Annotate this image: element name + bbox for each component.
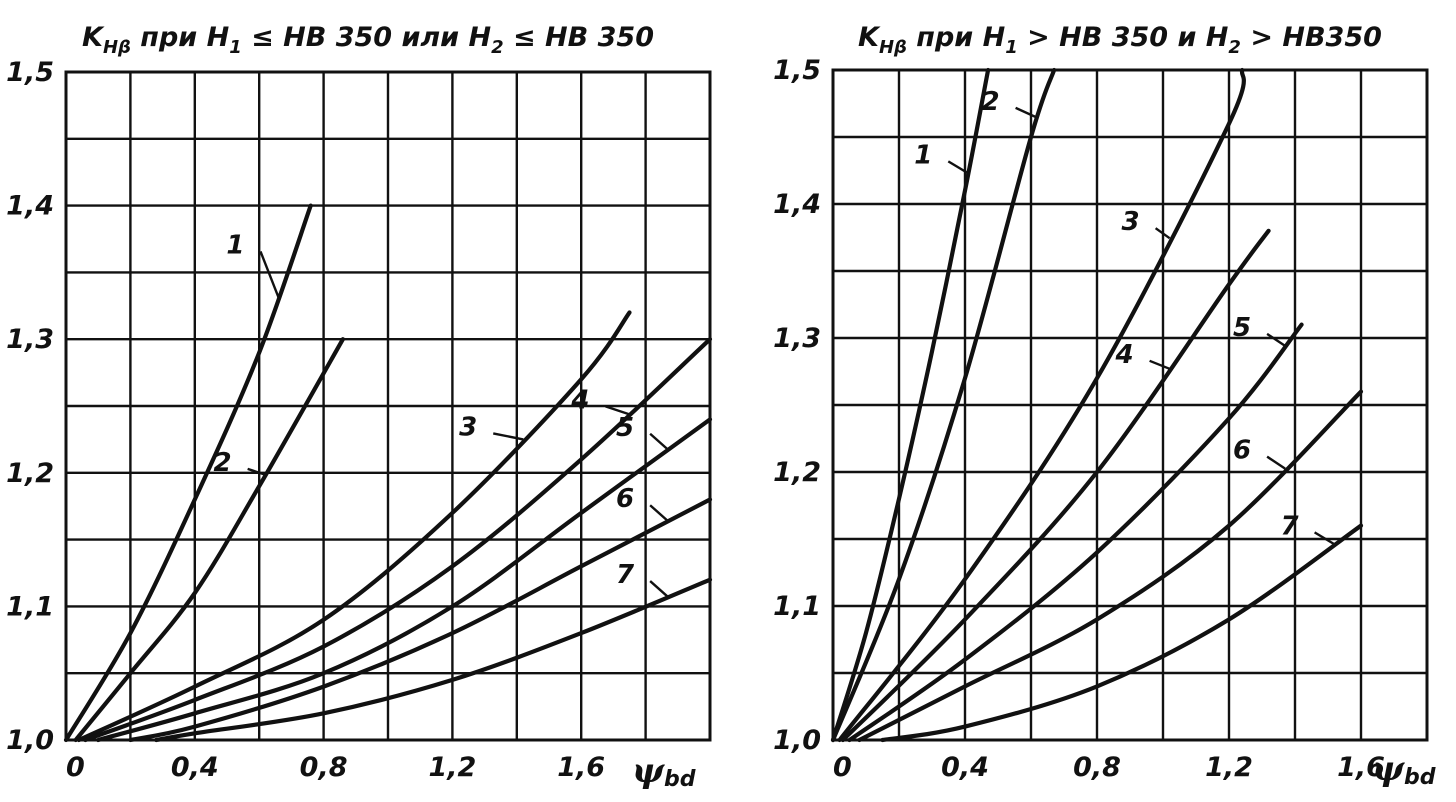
right-curve-6: [857, 389, 1364, 743]
left-y-tick-label: 1,0: [6, 725, 54, 756]
left-x-tick-label: 1,2: [428, 752, 476, 783]
right-panel: KHβ при H1 > HB 350 и H2 > HB350 1,01,11…: [773, 22, 1436, 790]
left-curve-label-7: 7: [616, 560, 635, 590]
left-leader-line-4: [605, 405, 630, 416]
right-x-tick-label: 1,2: [1205, 752, 1253, 783]
right-plot-frame: [831, 68, 1429, 742]
left-curve-label-5: 5: [616, 413, 634, 443]
right-y-tick-label: 1,5: [773, 55, 821, 86]
right-y-tick-labels: 1,0 1,1 1,2 1,3 1,4 1,5: [773, 55, 821, 756]
right-curve-label-1: 1: [914, 140, 932, 170]
left-curve-7: [154, 577, 713, 743]
left-leader-line-7: [649, 580, 669, 598]
right-curve-3: [837, 67, 1246, 743]
right-y-tick-label: 1,1: [773, 591, 821, 622]
left-curve-label-1: 1: [226, 230, 244, 260]
left-chart-title: KHβ при H1 ≤ HB 350 или H2 ≤ HB 350: [82, 22, 654, 58]
right-x-axis-label: ψbd: [1372, 749, 1436, 790]
right-leader-line-4: [1149, 359, 1171, 370]
right-x-tick-label: 0,4: [941, 752, 989, 783]
right-leader-line-6: [1266, 455, 1286, 470]
left-curve-label-6: 6: [616, 484, 634, 514]
left-curves: [63, 203, 713, 743]
right-curve-label-6: 6: [1233, 436, 1251, 466]
left-x-tick-label: 0,8: [300, 752, 348, 783]
left-panel: KHβ при H1 ≤ HB 350 или H2 ≤ HB 350 1,01…: [6, 22, 713, 792]
left-y-tick-label: 1,5: [6, 57, 54, 88]
left-x-tick-labels: 0 0,4 0,8 1,2 1,6: [66, 752, 605, 783]
left-curve-3: [76, 310, 632, 743]
right-y-tick-label: 1,3: [773, 323, 821, 354]
left-x-tick-label: 1,6: [557, 752, 605, 783]
right-curve-4: [840, 228, 1271, 743]
left-grid: [66, 72, 710, 740]
left-y-tick-label: 1,1: [6, 591, 54, 622]
left-plot-frame: [64, 70, 712, 742]
right-curve-label-2: 2: [982, 87, 1000, 117]
left-curve-1: [63, 203, 313, 743]
left-leader-line-2: [247, 467, 267, 476]
left-y-tick-label: 1,4: [6, 191, 54, 222]
right-y-tick-label: 1,0: [773, 725, 821, 756]
left-curve-label-2: 2: [214, 448, 232, 478]
right-curves: [830, 67, 1364, 743]
left-leader-line-1: [259, 251, 280, 298]
left-leader-line-6: [649, 504, 669, 523]
left-curve-labels: 1 2 3 45 6 7: [214, 230, 669, 598]
right-curve-label-4: 4: [1115, 340, 1134, 370]
right-chart-title: KHβ при H1 > HB 350 и H2 > HB350: [858, 22, 1382, 58]
right-curve-7: [880, 523, 1364, 743]
left-y-tick-label: 1,2: [6, 458, 54, 489]
left-y-tick-label: 1,3: [6, 324, 54, 355]
left-leader-line-5: [649, 432, 669, 451]
left-curve-label-3: 3: [459, 412, 477, 442]
left-curve-label-4: 4: [570, 385, 589, 415]
right-grid: [833, 70, 1427, 740]
right-curve-labels: 1 2 3 4 5 6 7: [914, 87, 1336, 546]
left-x-axis-label: ψbd: [632, 751, 696, 792]
right-y-tick-label: 1,4: [773, 189, 821, 220]
right-x-tick-label: 0: [833, 752, 852, 783]
left-curve-2: [73, 337, 345, 743]
right-leader-line-5: [1266, 332, 1286, 347]
right-curve-1: [830, 67, 991, 743]
left-x-tick-label: 0,4: [171, 752, 219, 783]
right-leader-line-7: [1313, 531, 1336, 546]
right-leader-line-2: [1015, 106, 1039, 119]
right-curve-label-7: 7: [1281, 511, 1300, 541]
right-x-tick-labels: 0 0,4 0,8 1,2 1,6: [833, 752, 1385, 783]
left-curve-6: [128, 497, 713, 743]
right-leader-line-3: [1154, 227, 1171, 240]
right-y-tick-label: 1,2: [773, 457, 821, 488]
right-curve-5: [847, 322, 1304, 743]
left-x-tick-label: 0: [66, 752, 85, 783]
right-x-tick-label: 0,8: [1073, 752, 1121, 783]
right-curve-label-3: 3: [1122, 207, 1140, 237]
right-curve-2: [830, 67, 1057, 743]
left-curve-5: [96, 417, 713, 743]
left-y-tick-labels: 1,0 1,1 1,2 1,3 1,4 1,5: [6, 57, 54, 756]
right-leader-line-1: [947, 160, 969, 175]
right-curve-label-5: 5: [1233, 313, 1251, 343]
right-x-tick-label: 1,6: [1337, 752, 1385, 783]
left-leader-line-3: [493, 432, 524, 441]
left-curve-4: [83, 337, 713, 743]
